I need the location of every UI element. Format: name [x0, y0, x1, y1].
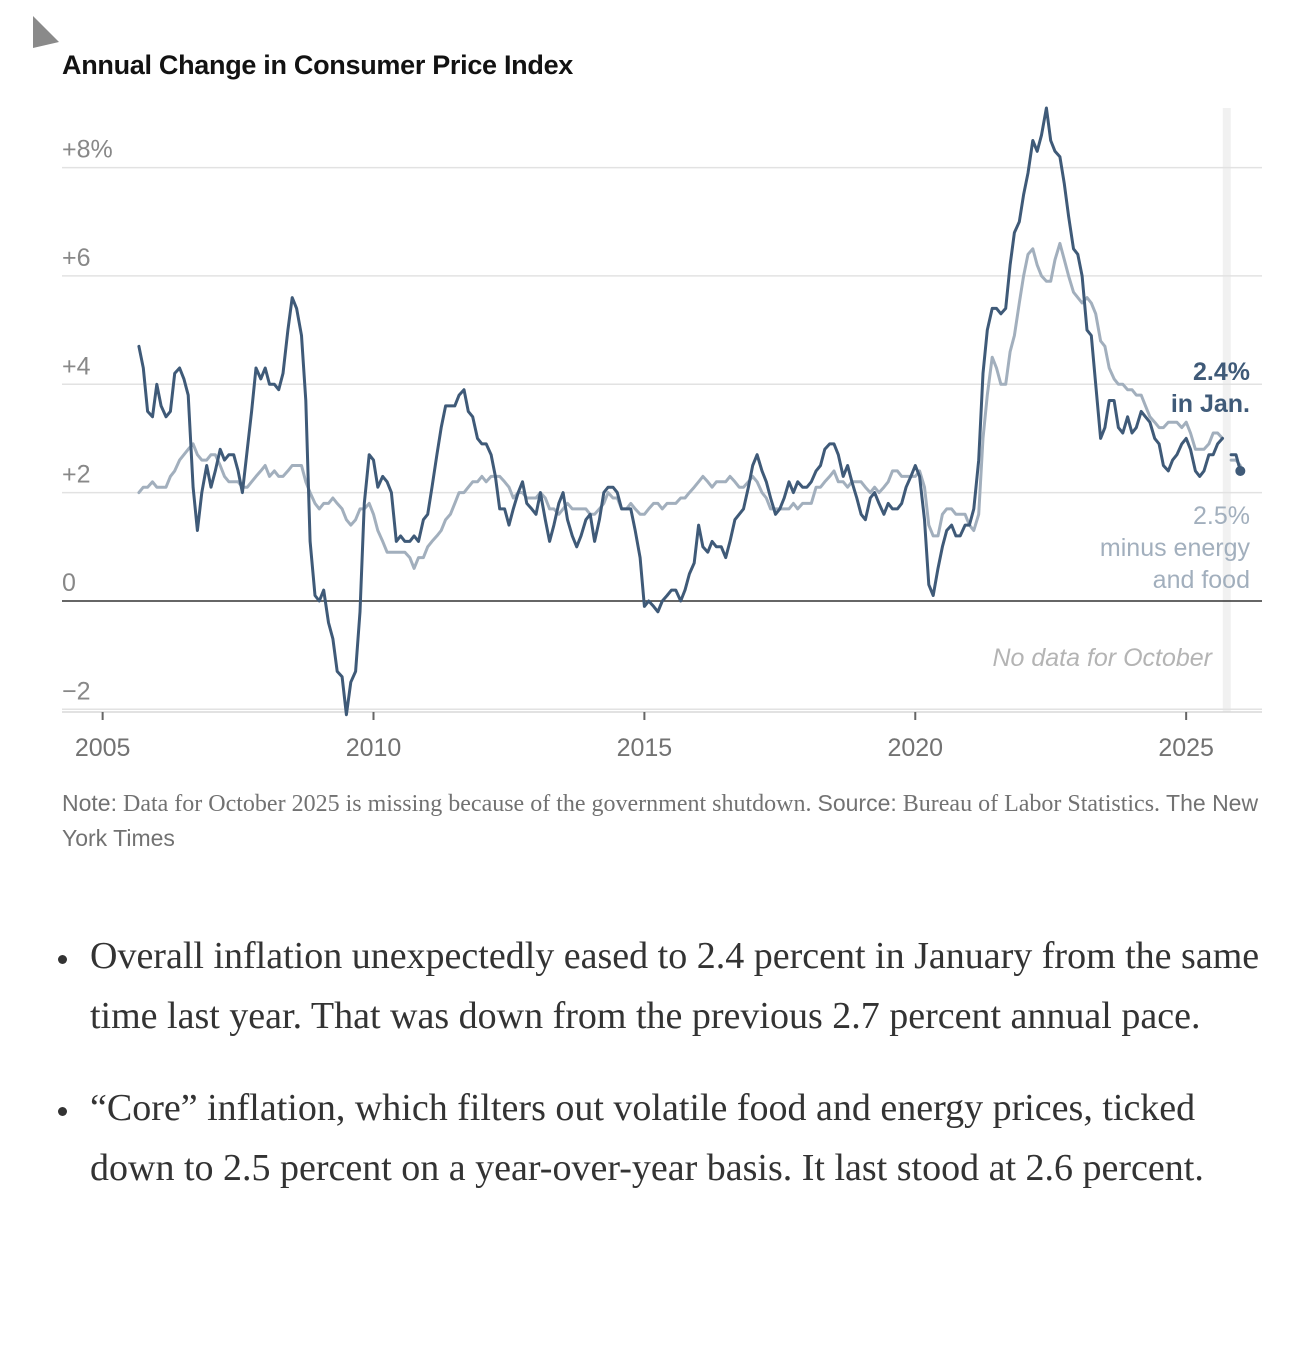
y-axis-ticks: +8% +6 +4 +2 0 −2 — [62, 136, 113, 706]
x-tick-label: 2025 — [1158, 734, 1214, 762]
core-label-line2: and food — [1153, 566, 1250, 594]
cpi-line-chart: +8% +6 +4 +2 0 −2 2005 2010 2015 2020 2025 2.4% i… — [62, 106, 1262, 762]
y-tick-label: +8% — [62, 136, 113, 164]
missing-data-label: No data for October — [992, 644, 1213, 672]
core-value-label: 2.5% — [1193, 502, 1250, 530]
bullet-core-inflation: “Core” inflation, which filters out vola… — [58, 1078, 1270, 1198]
x-tick-label: 2015 — [617, 734, 673, 762]
y-tick-label: 0 — [62, 569, 76, 597]
credit: The New York Times — [62, 790, 1259, 851]
summary-bullets: Overall inflation unexpectedly eased to … — [58, 926, 1270, 1230]
y-tick-label: +4 — [62, 352, 91, 380]
source-text: Bureau of Labor Statistics. — [902, 791, 1161, 817]
overall-cpi-line — [137, 106, 1224, 717]
y-tick-label: +2 — [62, 461, 91, 489]
bullet-overall-inflation: Overall inflation unexpectedly eased to … — [58, 926, 1270, 1046]
overall-month-label: in Jan. — [1171, 390, 1250, 418]
x-tick-label: 2020 — [887, 734, 943, 762]
note-text: Data for October 2025 is missing because… — [122, 791, 812, 817]
chart-title: Annual Change in Consumer Price Index — [62, 50, 573, 80]
source-label: Source: — [817, 790, 897, 816]
note-label: Note: — [62, 790, 117, 816]
missing-data-band — [1222, 108, 1231, 712]
y-tick-label: −2 — [62, 677, 91, 705]
core-cpi-line — [137, 241, 1224, 570]
play-icon[interactable] — [33, 16, 59, 48]
y-tick-label: +6 — [62, 244, 91, 272]
overall-end-marker — [1235, 465, 1246, 476]
overall-cpi-line-after-gap — [1229, 453, 1242, 473]
y-gridlines — [62, 166, 1262, 711]
x-axis: 2005 2010 2015 2020 2025 — [62, 711, 1262, 762]
x-tick-label: 2010 — [346, 734, 402, 762]
chart-note: Note: Data for October 2025 is missing b… — [62, 786, 1272, 856]
core-label-line1: minus energy — [1100, 534, 1251, 562]
x-tick-label: 2005 — [75, 734, 131, 762]
overall-value-label: 2.4% — [1193, 358, 1250, 386]
series-lines — [137, 106, 1242, 717]
